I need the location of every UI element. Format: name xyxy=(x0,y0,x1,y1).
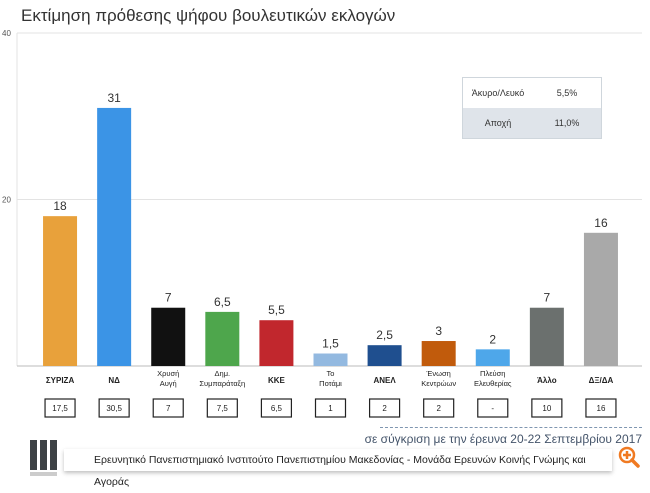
y-tick-label: 40 xyxy=(2,29,11,38)
x-tick-label: ΝΔ xyxy=(108,376,120,385)
data-label: 5,5 xyxy=(268,303,285,317)
footer-source: Ερευνητικό Πανεπιστημιακό Ινστιτούτο Παν… xyxy=(64,449,612,488)
data-label: 3 xyxy=(435,324,442,338)
x-tick-label: ΔΞ/ΔΑ xyxy=(589,376,614,385)
previous-value: 7,5 xyxy=(217,404,229,413)
bar xyxy=(313,353,348,366)
previous-value: 10 xyxy=(542,404,551,413)
x-tick-label: ΚΚΕ xyxy=(268,376,286,385)
x-tick-label: Συμπαράταξη xyxy=(199,379,245,388)
x-tick-label: Το xyxy=(327,369,335,378)
data-label: 18 xyxy=(53,199,67,213)
bar xyxy=(475,349,510,366)
row-value: 11,0% xyxy=(554,118,580,128)
bar xyxy=(43,216,78,366)
bar-chart: 204018ΣΥΡΙΖΑ17,531ΝΔ30,57ΧρυσήΑυγή76,5Δη… xyxy=(2,29,642,418)
previous-value: 2 xyxy=(382,404,387,413)
x-tick-label: Χρυσή xyxy=(157,369,179,378)
previous-value-box xyxy=(585,398,617,418)
previous-value-box xyxy=(314,398,347,418)
x-tick-label: Αυγή xyxy=(160,379,177,388)
previous-value: - xyxy=(491,404,494,413)
x-tick-label: ΣΥΡΙΖΑ xyxy=(46,376,75,385)
row-label: Άκυρο/Λευκό xyxy=(471,88,525,98)
previous-value: 16 xyxy=(597,404,606,413)
bar xyxy=(367,345,402,366)
previous-value: 6,5 xyxy=(271,404,283,413)
data-label: 6,5 xyxy=(214,295,231,309)
previous-value: 17,5 xyxy=(52,404,68,413)
data-label: 16 xyxy=(594,216,608,230)
data-label: 7 xyxy=(544,291,551,305)
x-tick-label: Άλλο xyxy=(537,376,557,385)
data-label: 1,5 xyxy=(322,337,339,351)
table-row: Άκυρο/Λευκό 5,5% xyxy=(463,78,601,108)
previous-value-box xyxy=(531,398,563,418)
institute-logo xyxy=(30,440,57,476)
previous-value-box xyxy=(423,398,455,418)
previous-value: 7 xyxy=(166,404,171,413)
x-tick-label: Κεντρώων xyxy=(421,379,456,388)
data-label: 31 xyxy=(107,91,121,105)
previous-value-box xyxy=(44,398,76,418)
extra-stats-table: Άκυρο/Λευκό 5,5% Αποχή 11,0% xyxy=(462,77,602,139)
previous-value-box xyxy=(152,398,184,418)
bar xyxy=(583,232,618,366)
previous-value-box xyxy=(260,398,293,418)
x-tick-label: ΑΝΕΛ xyxy=(373,376,396,385)
row-label: Αποχή xyxy=(484,118,512,128)
previous-value: 2 xyxy=(436,404,441,413)
bar xyxy=(421,341,456,366)
data-label: 2 xyxy=(489,332,496,346)
x-tick-label: Ένωση xyxy=(426,369,451,378)
previous-value: 30,5 xyxy=(106,404,122,413)
row-value: 5,5% xyxy=(556,88,578,98)
previous-value-box xyxy=(368,398,401,418)
previous-value-box xyxy=(206,398,238,418)
chart-title: Εκτίμηση πρόθεσης ψήφου βουλευτικών εκλο… xyxy=(21,6,396,25)
previous-value-box xyxy=(477,398,509,418)
bar xyxy=(205,311,240,366)
bar xyxy=(259,320,294,366)
bar xyxy=(529,307,564,366)
x-tick-label: Δημ. xyxy=(215,369,231,378)
x-tick-label: Πλεύση xyxy=(480,369,505,378)
x-tick-label: Ελευθερίας xyxy=(474,379,512,388)
data-label: 2,5 xyxy=(376,328,393,342)
zoom-in-icon[interactable] xyxy=(618,446,640,468)
bar xyxy=(151,307,186,366)
data-label: 7 xyxy=(165,291,172,305)
bar xyxy=(97,107,132,367)
previous-value: 1 xyxy=(328,404,333,413)
x-tick-label: Ποτάμι xyxy=(319,379,342,388)
y-tick-label: 20 xyxy=(2,196,11,205)
comparison-note: σε σύγκριση με την έρευνα 20-22 Σεπτεμβρ… xyxy=(364,432,642,446)
divider xyxy=(380,427,642,428)
table-row: Αποχή 11,0% xyxy=(463,108,601,138)
previous-value-box xyxy=(98,398,130,418)
